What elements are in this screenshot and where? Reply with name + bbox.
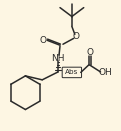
Text: OH: OH [99, 68, 112, 77]
FancyBboxPatch shape [62, 67, 82, 78]
Text: Abs: Abs [65, 69, 79, 75]
Text: O: O [86, 48, 93, 57]
Text: O: O [72, 32, 79, 41]
Text: NH: NH [51, 54, 65, 63]
Text: O: O [40, 36, 47, 45]
